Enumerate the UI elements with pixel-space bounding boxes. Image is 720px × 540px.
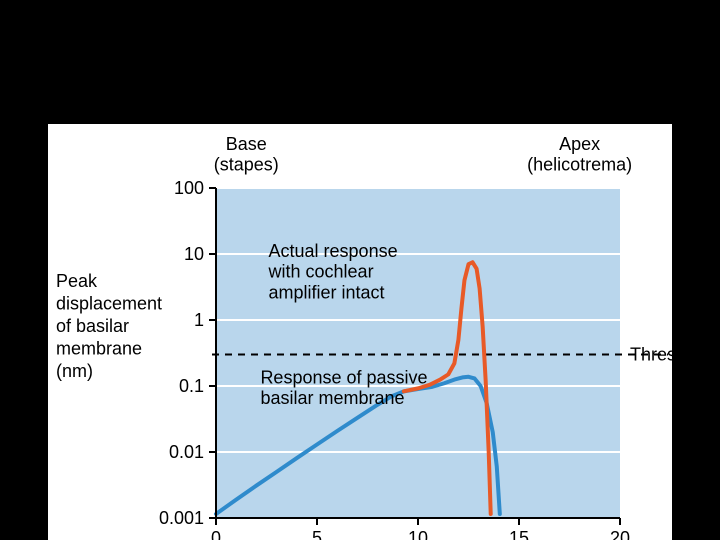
plot-area (216, 188, 620, 518)
y-axis-label-line: membrane (56, 339, 142, 359)
y-tick-label: 0.001 (159, 508, 204, 528)
x-tick-label: 15 (509, 528, 529, 540)
x-tick-label: 10 (408, 528, 428, 540)
x-tick-label: 0 (211, 528, 221, 540)
corner-label-apex: Apex (559, 134, 600, 154)
figure-container: 0 5 10 15 20 0.001 0.01 0.1 1 10 100 Peak displaceme… (48, 124, 672, 540)
y-tick-label: 1 (194, 310, 204, 330)
series-label-passive: basilar membrane (260, 388, 404, 408)
y-axis-label-line: (nm) (56, 361, 93, 381)
corner-label-base: (stapes) (214, 155, 279, 175)
series-label-passive: Response of passive (260, 367, 427, 387)
threshold-label: Threshold (630, 345, 672, 365)
series-label-active: with cochlear (268, 262, 374, 282)
y-axis-label-line: of basilar (56, 316, 129, 336)
y-axis-label-line: displacement (56, 294, 162, 314)
x-tick-label: 5 (312, 528, 322, 540)
series-label-active: amplifier intact (269, 282, 385, 302)
y-axis-label-line: Peak (56, 271, 98, 291)
x-tick-label: 20 (610, 528, 630, 540)
basilar-membrane-chart: 0 5 10 15 20 0.001 0.01 0.1 1 10 100 Peak displaceme… (48, 124, 672, 540)
y-tick-label: 10 (184, 244, 204, 264)
series-label-active: Actual response (269, 241, 398, 261)
y-tick-label: 100 (174, 178, 204, 198)
corner-label-base: Base (226, 134, 267, 154)
corner-label-apex: (helicotrema) (527, 155, 632, 175)
y-tick-label: 0.1 (179, 376, 204, 396)
y-tick-label: 0.01 (169, 442, 204, 462)
